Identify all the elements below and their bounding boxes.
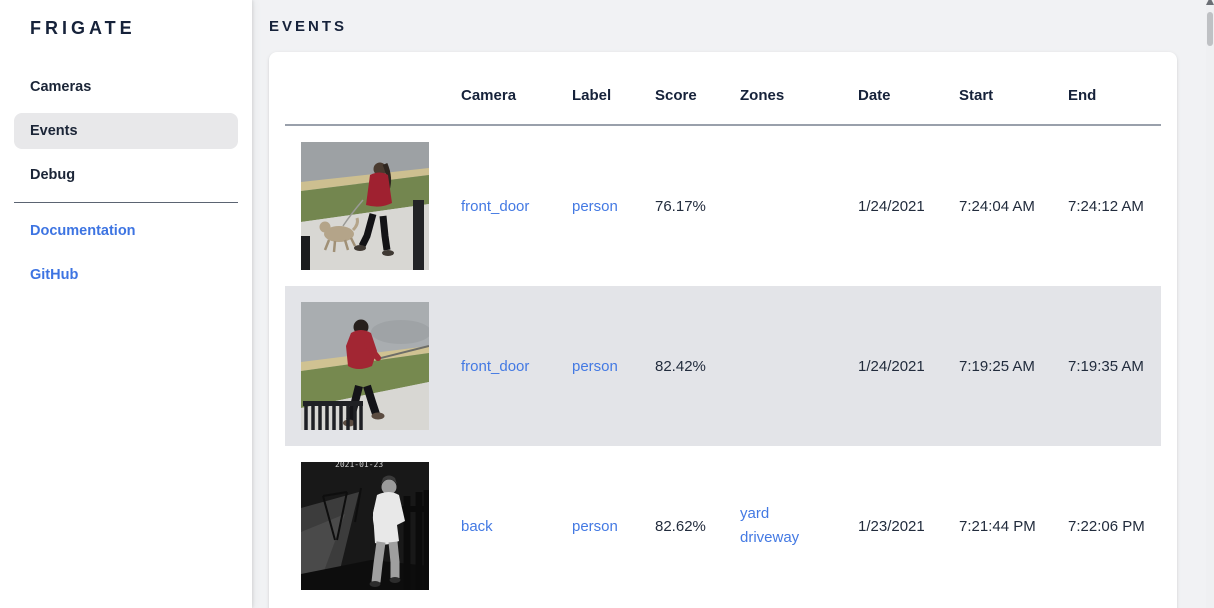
- score-value: 82.62%: [655, 517, 706, 535]
- sidebar-link-github[interactable]: GitHub: [30, 267, 79, 283]
- sidebar-item-debug[interactable]: Debug: [30, 167, 76, 183]
- header-label: Label: [572, 86, 612, 104]
- event-thumbnail[interactable]: [301, 302, 429, 430]
- start-value: 7:21:44 PM: [959, 517, 1036, 535]
- thumbnail-image: [301, 142, 429, 270]
- camera-link[interactable]: front_door: [461, 197, 530, 215]
- thumbnail-cell: [285, 142, 461, 270]
- sidebar-item-cameras[interactable]: Cameras: [30, 79, 92, 95]
- end-value: 7:24:12 AM: [1068, 197, 1144, 215]
- events-card: Camera Label Score Zones Date Start End …: [269, 52, 1177, 608]
- event-thumbnail[interactable]: [301, 142, 429, 270]
- table-row[interactable]: front_door person 76.17% 1/24/2021 7:24:…: [285, 126, 1161, 286]
- scroll-up-arrow-icon[interactable]: [1206, 0, 1214, 5]
- svg-text:2021-01-23: 2021-01-23: [335, 462, 383, 469]
- start-value: 7:19:25 AM: [959, 357, 1035, 375]
- header-date: Date: [858, 86, 891, 104]
- main-content: EVENTS Camera Label Score Zones Date Sta…: [252, 0, 1214, 608]
- header-end: End: [1068, 86, 1097, 104]
- zone-link[interactable]: driveway: [740, 529, 800, 546]
- header-zones: Zones: [740, 86, 785, 104]
- sidebar-link-documentation[interactable]: Documentation: [30, 223, 136, 239]
- header-score: Score: [655, 86, 697, 104]
- sidebar: FRIGATE Cameras Events Debug Documentati…: [0, 0, 252, 608]
- label-link[interactable]: person: [572, 357, 618, 375]
- header-camera: Camera: [461, 86, 517, 104]
- app-logo: FRIGATE: [30, 18, 136, 38]
- thumbnail-image: 2021-01-23: [301, 462, 429, 590]
- date-value: 1/23/2021: [858, 517, 925, 535]
- end-value: 7:22:06 PM: [1068, 517, 1145, 535]
- zones-cell: yard driveway: [740, 502, 858, 550]
- event-thumbnail[interactable]: 2021-01-23: [301, 462, 429, 590]
- table-body: front_door person 76.17% 1/24/2021 7:24:…: [285, 126, 1161, 606]
- scrollbar-thumb[interactable]: [1207, 12, 1213, 46]
- page-title: EVENTS: [269, 18, 348, 35]
- date-value: 1/24/2021: [858, 197, 925, 215]
- table-row[interactable]: front_door person 82.42% 1/24/2021 7:19:…: [285, 286, 1161, 446]
- thumbnail-image: [301, 302, 429, 430]
- scrollbar[interactable]: [1206, 0, 1214, 608]
- zone-link[interactable]: yard: [740, 505, 770, 522]
- table-row[interactable]: 2021-01-23 back person 82.62% yard drivew…: [285, 446, 1161, 606]
- thumbnail-cell: [285, 302, 461, 430]
- start-value: 7:24:04 AM: [959, 197, 1035, 215]
- thumbnail-cell: 2021-01-23: [285, 462, 461, 590]
- end-value: 7:19:35 AM: [1068, 357, 1144, 375]
- table-header-row: Camera Label Score Zones Date Start End: [285, 52, 1161, 126]
- label-link[interactable]: person: [572, 197, 618, 215]
- score-value: 82.42%: [655, 357, 706, 375]
- score-value: 76.17%: [655, 197, 706, 215]
- camera-link[interactable]: front_door: [461, 357, 530, 375]
- sidebar-item-events[interactable]: Events: [14, 113, 238, 149]
- sidebar-divider: [14, 202, 238, 203]
- label-link[interactable]: person: [572, 517, 618, 535]
- header-start: Start: [959, 86, 994, 104]
- date-value: 1/24/2021: [858, 357, 925, 375]
- camera-link[interactable]: back: [461, 517, 493, 535]
